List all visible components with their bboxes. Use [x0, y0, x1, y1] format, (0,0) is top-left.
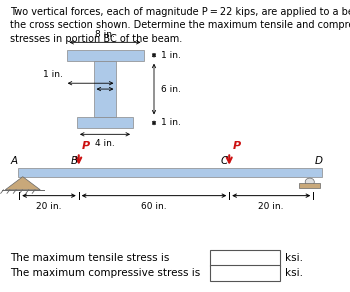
Text: 8 in.: 8 in. — [95, 29, 115, 39]
Text: 60 in.: 60 in. — [141, 202, 167, 211]
Text: 6 in.: 6 in. — [161, 85, 181, 93]
Text: 1 in.: 1 in. — [161, 51, 181, 60]
Text: 1 in.: 1 in. — [43, 70, 63, 79]
Text: 20 in.: 20 in. — [259, 202, 284, 211]
Circle shape — [305, 178, 314, 186]
Text: D: D — [315, 156, 323, 166]
Bar — [77, 117, 133, 128]
Text: ksi.: ksi. — [285, 253, 303, 263]
Text: C: C — [221, 156, 228, 166]
Text: P: P — [82, 141, 90, 151]
Text: 1 in.: 1 in. — [161, 119, 181, 127]
Text: The maximum compressive stress is: The maximum compressive stress is — [10, 268, 201, 278]
Text: A: A — [10, 156, 18, 166]
Text: 20 in.: 20 in. — [36, 202, 62, 211]
Bar — [66, 50, 144, 61]
Text: ksi.: ksi. — [285, 268, 303, 278]
Text: The maximum tensile stress is: The maximum tensile stress is — [10, 253, 170, 263]
Text: Two vertical forces, each of magnitude P = 22 kips, are applied to a beam of
the: Two vertical forces, each of magnitude P… — [10, 7, 350, 44]
Bar — [210, 251, 280, 266]
Text: 4 in.: 4 in. — [95, 139, 115, 148]
Bar — [299, 183, 320, 188]
Bar — [93, 61, 116, 117]
Polygon shape — [5, 177, 40, 190]
Bar — [210, 265, 280, 281]
Text: B: B — [71, 156, 78, 166]
Text: P: P — [233, 141, 241, 151]
Bar — [18, 168, 322, 177]
